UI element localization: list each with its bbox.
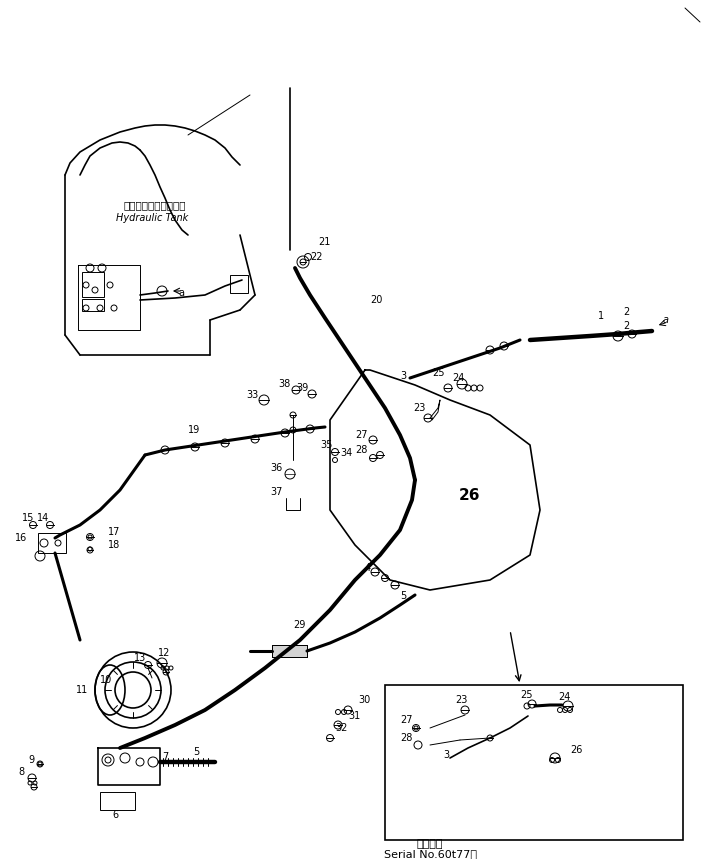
Text: 24: 24 [452,373,465,383]
Bar [385,685,683,840]
Text: 24: 24 [558,692,570,702]
Bar [272,645,307,657]
Text: Hydraulic Tank: Hydraulic Tank [116,213,188,223]
Text: 12: 12 [158,648,170,658]
Text: 35: 35 [320,440,332,450]
Text: 25: 25 [520,690,532,700]
Bar [100,792,135,810]
Bar [38,533,66,553]
Text: ハイドロリックタンク: ハイドロリックタンク [124,200,187,210]
Bar [82,272,104,297]
Text: 29: 29 [293,620,306,630]
Text: 6: 6 [112,810,118,820]
Text: 25: 25 [432,368,444,378]
Text: 38: 38 [278,379,290,389]
Text: 27: 27 [400,715,413,725]
Text: 23: 23 [413,403,425,413]
Text: 4: 4 [365,563,371,573]
Text: 26: 26 [459,488,481,503]
Text: 5: 5 [400,591,406,601]
Text: 15: 15 [22,513,34,523]
Text: 39: 39 [296,383,308,393]
Text: 20: 20 [370,295,382,305]
Text: 36: 36 [270,463,282,473]
Text: 33: 33 [246,390,258,400]
Text: 3: 3 [400,371,406,381]
Text: 23: 23 [455,695,467,705]
Text: 27: 27 [355,430,367,440]
Bar [82,299,104,311]
Bar [272,645,307,657]
Text: 22: 22 [310,252,322,262]
Text: 28: 28 [355,445,367,455]
Text: 26: 26 [570,745,582,755]
Text: 30: 30 [358,695,370,705]
Text: 37: 37 [270,487,282,497]
Text: a: a [663,315,669,325]
Text: 18: 18 [108,540,120,550]
Text: 28: 28 [400,733,413,743]
Bar [230,275,248,293]
Text: 5: 5 [193,747,199,757]
Text: 19: 19 [188,425,200,435]
Text: 31: 31 [348,711,360,721]
Text: 3: 3 [443,750,449,760]
Text: 16: 16 [15,533,27,543]
Text: 7: 7 [162,752,168,762]
Text: 適用号機: 適用号機 [417,839,444,849]
Text: a: a [178,288,184,298]
Text: 17: 17 [108,527,120,537]
Text: 34: 34 [340,448,352,458]
Text: Serial No.60t77～: Serial No.60t77～ [384,849,477,859]
Text: 8: 8 [18,767,24,777]
Text: 2: 2 [623,307,629,317]
Text: 9: 9 [28,755,34,765]
Text: 13: 13 [134,653,146,663]
Text: 14: 14 [37,513,49,523]
Text: 32: 32 [335,723,347,733]
Text: 10: 10 [100,675,112,685]
Text: 11: 11 [76,685,88,695]
Text: 1: 1 [598,311,604,321]
Text: 2: 2 [623,321,629,331]
Text: 21: 21 [318,237,330,247]
